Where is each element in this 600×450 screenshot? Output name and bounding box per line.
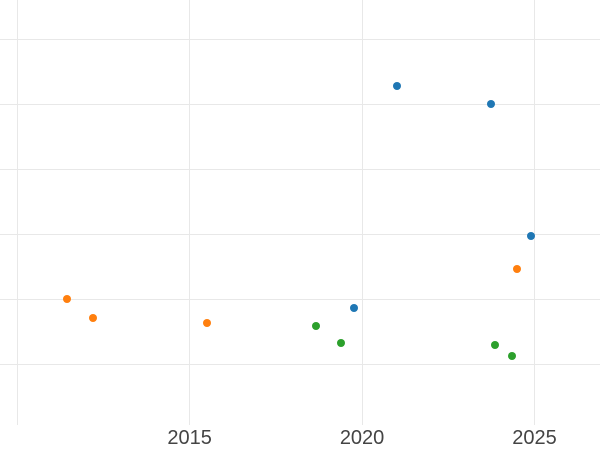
horizontal-gridline <box>0 39 600 41</box>
data-point-series-blue[interactable] <box>487 100 496 109</box>
data-point-series-blue[interactable] <box>350 304 359 313</box>
data-point-series-green[interactable] <box>337 339 346 348</box>
vertical-gridline <box>533 0 535 425</box>
horizontal-gridline <box>0 233 600 235</box>
data-point-series-green[interactable] <box>508 352 517 361</box>
horizontal-gridline <box>0 103 600 105</box>
data-point-series-blue[interactable] <box>392 82 401 91</box>
plot-area <box>0 0 600 425</box>
data-point-series-green[interactable] <box>311 322 320 331</box>
x-tick-label: 2015 <box>167 427 212 449</box>
data-point-series-green[interactable] <box>490 341 499 350</box>
vertical-gridline <box>361 0 363 425</box>
vertical-gridline <box>189 0 191 425</box>
data-point-series-orange[interactable] <box>89 313 98 322</box>
horizontal-gridline <box>0 298 600 300</box>
data-point-series-blue[interactable] <box>527 232 536 241</box>
vertical-gridline <box>16 0 18 425</box>
data-point-series-orange[interactable] <box>513 265 522 274</box>
x-tick-label: 2020 <box>339 427 385 449</box>
horizontal-gridline <box>0 363 600 365</box>
horizontal-gridline <box>0 168 600 170</box>
data-point-series-orange[interactable] <box>63 295 72 304</box>
x-tick-label: 2025 <box>512 427 557 449</box>
data-point-series-orange[interactable] <box>202 319 211 328</box>
